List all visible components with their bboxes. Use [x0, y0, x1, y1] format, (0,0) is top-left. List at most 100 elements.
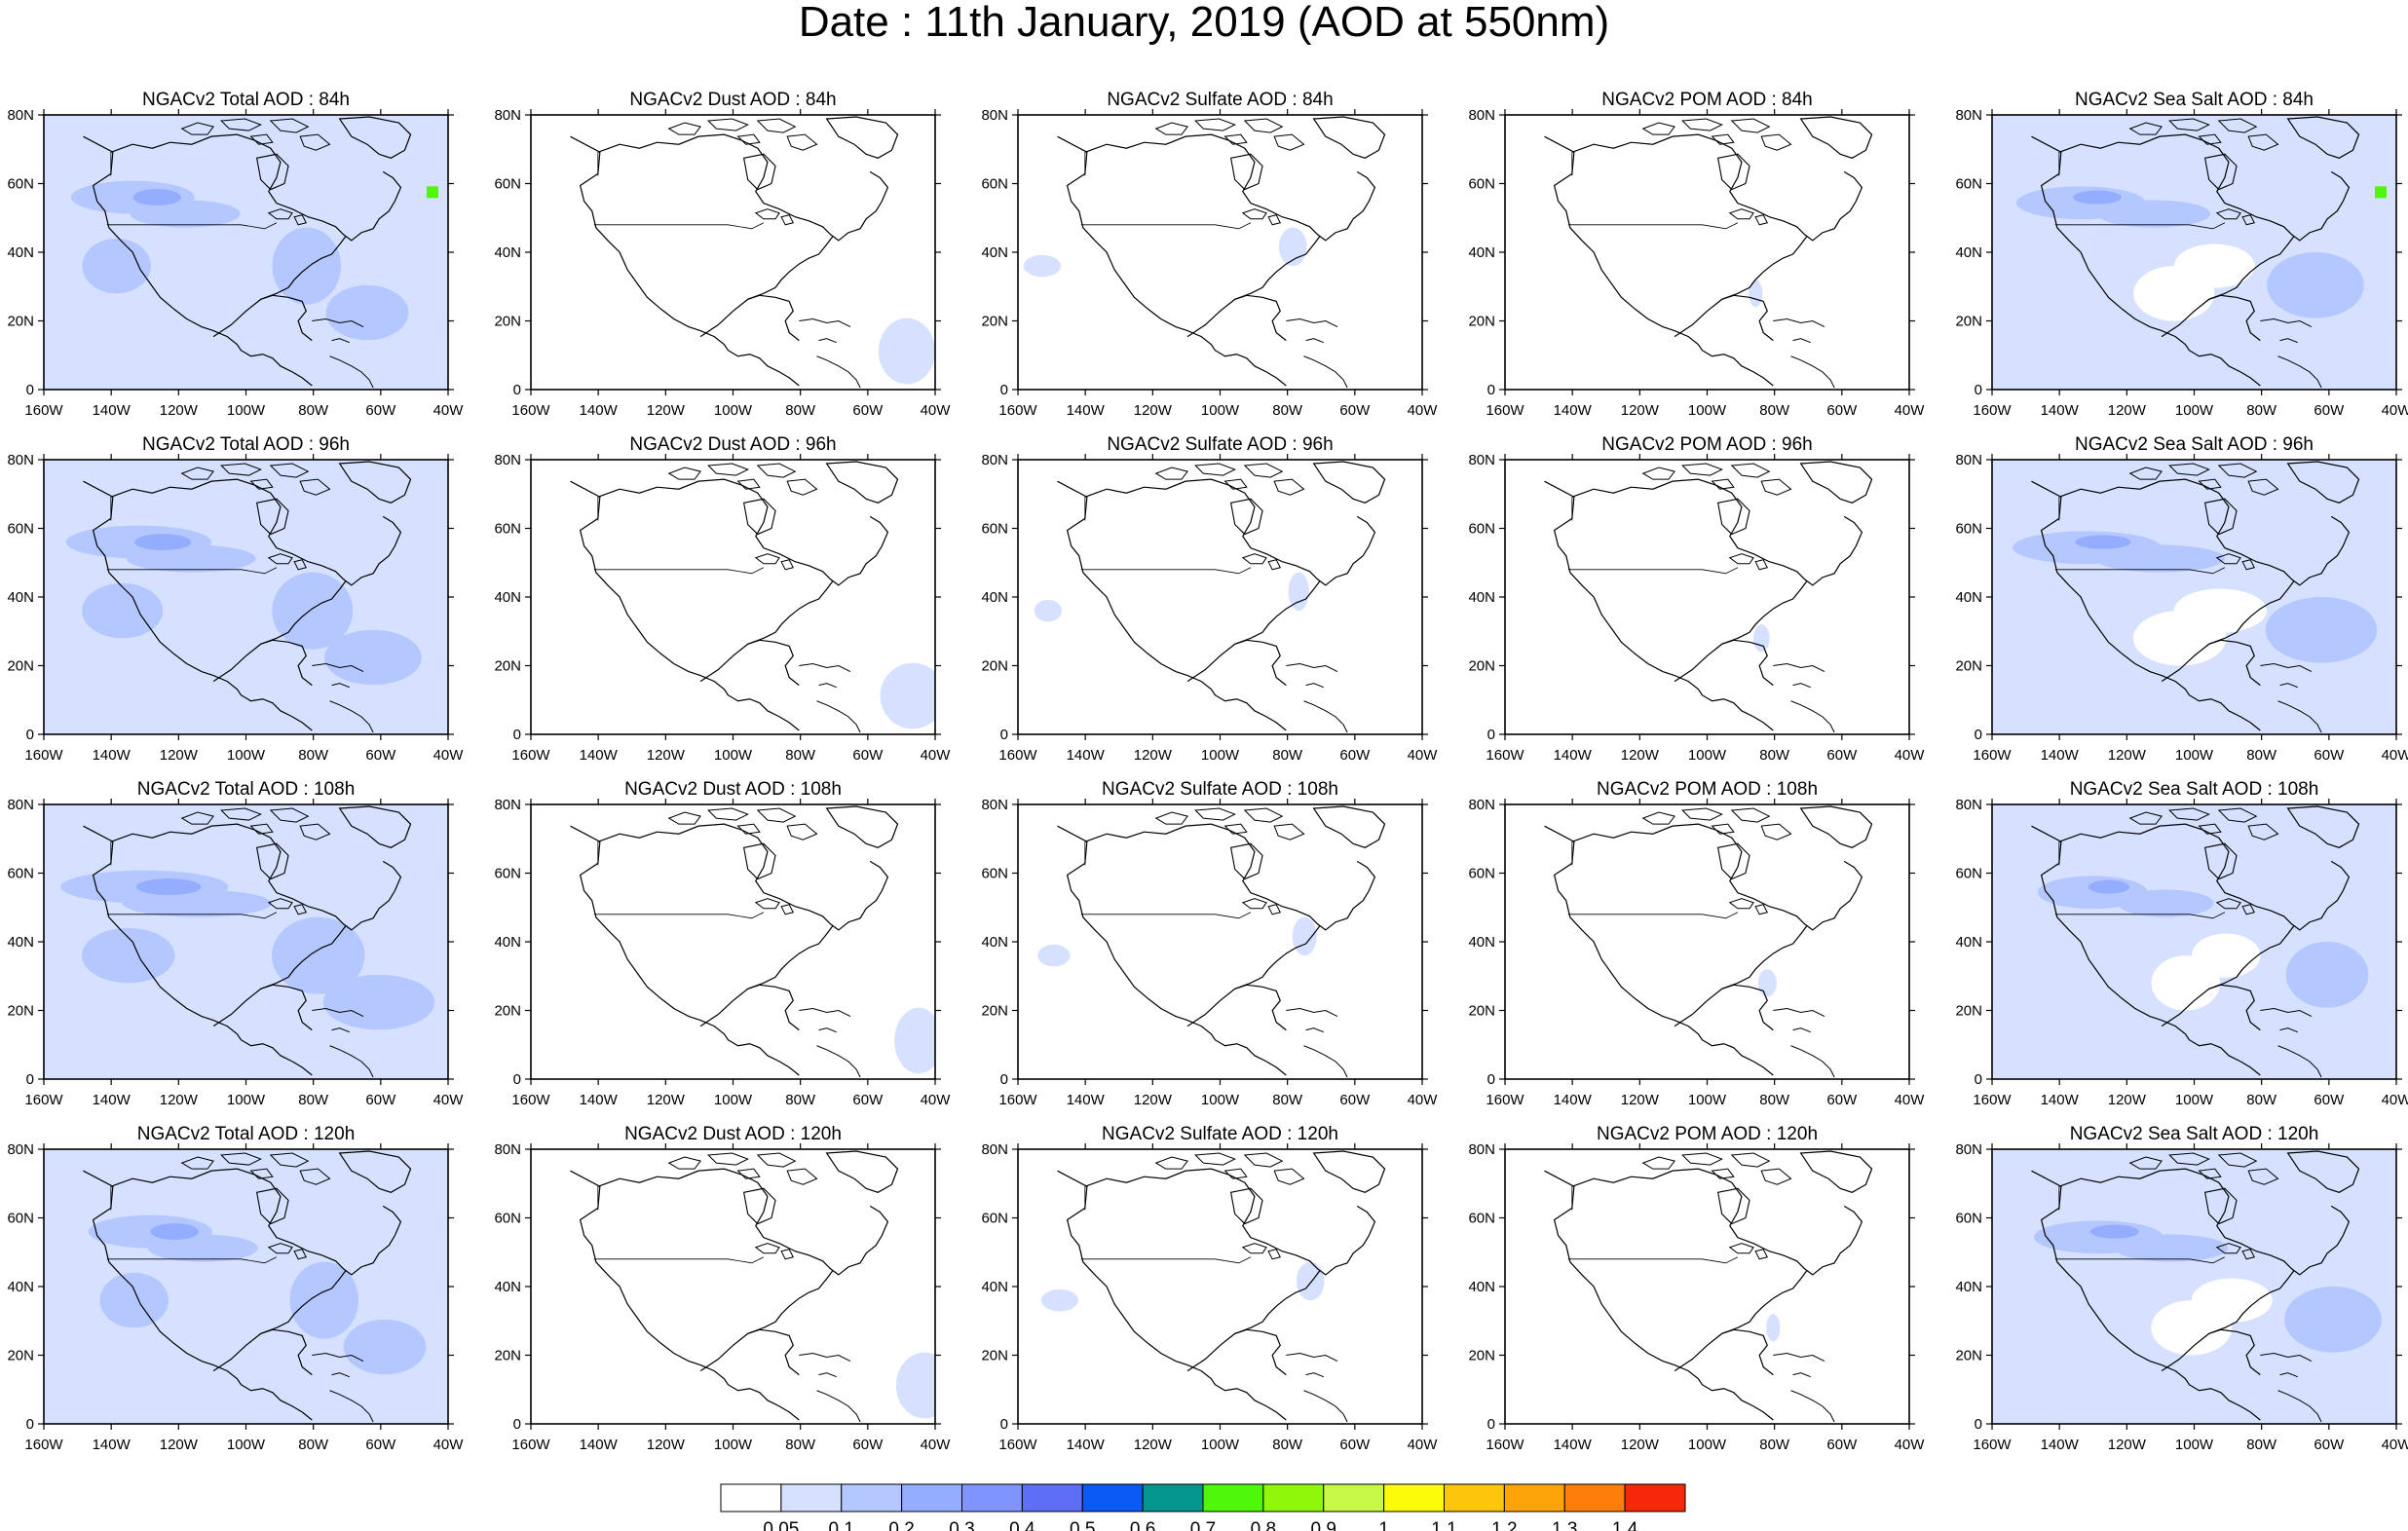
- x-tick-label: 80W: [298, 747, 329, 764]
- aod-shading: [1018, 804, 1422, 1079]
- y-tick-label: 80N: [1468, 107, 1495, 124]
- aod-shading: [531, 804, 935, 1079]
- map-panel-r4-c2: NGACv2 Dust AOD : 120h 160W 140W 120W 100W 80…: [494, 1124, 951, 1453]
- map-panel-r2-c4: NGACv2 POM AOD : 96h 160W 140W 120W 100W 80W 6…: [1468, 434, 1925, 764]
- x-tick-label: 160W: [511, 402, 550, 419]
- y-tick-label: 20N: [981, 314, 1008, 330]
- y-tick-label: 60N: [7, 866, 34, 882]
- colorbar-label: 1.4: [1612, 1519, 1638, 1531]
- y-tick-label: 40N: [1468, 934, 1495, 951]
- y-tick-label: 60N: [1468, 866, 1495, 882]
- y-tick-label: 0: [1487, 1071, 1495, 1088]
- colorbar-cell: [1624, 1483, 1686, 1512]
- x-tick-label: 140W: [2041, 747, 2080, 764]
- map-panel-r4-c1: NGACv2 Total AOD : 120h 160W 140W 120W 100W 8…: [7, 1124, 464, 1453]
- x-tick-label: 60W: [365, 402, 396, 419]
- y-tick-label: 20N: [1955, 314, 1982, 330]
- colorbar-label: 0.2: [888, 1519, 914, 1531]
- colorbar-label: 1.3: [1552, 1519, 1577, 1531]
- x-tick-label: 120W: [1621, 402, 1660, 419]
- x-tick-label: 100W: [227, 402, 266, 419]
- panel-title: NGACv2 Sea Salt AOD : 84h: [2075, 90, 2314, 110]
- x-tick-label: 140W: [1554, 1092, 1593, 1108]
- x-tick-label: 140W: [93, 402, 132, 419]
- y-tick-label: 40N: [7, 934, 34, 951]
- map-panel-r2-c5: NGACv2 Sea Salt AOD : 96h 160W 140W 120W 100…: [1955, 434, 2408, 764]
- y-tick-label: 80N: [1468, 797, 1495, 813]
- y-tick-label: 20N: [494, 314, 521, 330]
- x-tick-label: 60W: [1339, 747, 1371, 764]
- map-panel-r3-c2: NGACv2 Dust AOD : 108h 160W 140W 120W 100W 80…: [494, 779, 951, 1108]
- x-tick-label: 160W: [511, 1437, 550, 1453]
- colorbar-cell: [1444, 1483, 1505, 1512]
- colorbar-label: 0.4: [1009, 1519, 1035, 1531]
- y-tick-label: 60N: [494, 866, 521, 882]
- y-tick-label: 40N: [981, 244, 1008, 261]
- x-tick-label: 40W: [433, 402, 465, 419]
- aod-shading: [531, 1149, 935, 1424]
- y-tick-label: 40N: [7, 244, 34, 261]
- x-tick-label: 160W: [1973, 402, 2012, 419]
- x-tick-label: 60W: [1339, 1437, 1371, 1453]
- x-tick-label: 100W: [714, 1437, 753, 1453]
- y-tick-label: 20N: [7, 1348, 34, 1364]
- colorbar-cell: [780, 1483, 843, 1512]
- y-tick-label: 40N: [981, 589, 1008, 606]
- y-tick-label: 60N: [981, 176, 1008, 193]
- x-tick-label: 80W: [298, 402, 329, 419]
- y-tick-label: 80N: [1955, 452, 1982, 468]
- y-tick-label: 60N: [1955, 1211, 1982, 1227]
- y-tick-label: 60N: [7, 176, 34, 193]
- main-title: Date : 11th January, 2019 (AOD at 550nm): [798, 0, 1610, 46]
- panel-title: NGACv2 POM AOD : 108h: [1597, 779, 1818, 800]
- x-tick-label: 40W: [1895, 402, 1926, 419]
- map-panel-r1-c4: NGACv2 POM AOD : 84h 160W 140W 120W 100W 80W 6…: [1468, 90, 1925, 419]
- x-tick-label: 80W: [1272, 1437, 1303, 1453]
- panel-title: NGACv2 Sulfate AOD : 96h: [1107, 434, 1333, 455]
- colorbar-cell: [1262, 1483, 1325, 1512]
- x-tick-label: 80W: [785, 1437, 816, 1453]
- aod-shading: [44, 115, 448, 390]
- y-tick-label: 20N: [7, 658, 34, 675]
- x-tick-label: 60W: [365, 1437, 396, 1453]
- y-tick-label: 20N: [494, 658, 521, 675]
- x-tick-label: 80W: [1759, 402, 1790, 419]
- x-tick-label: 120W: [1134, 747, 1173, 764]
- x-tick-label: 140W: [580, 747, 619, 764]
- map-panel-r1-c1: NGACv2 Total AOD : 84h 160W 140W 120W 100W 80…: [7, 90, 464, 419]
- x-tick-label: 160W: [1973, 747, 2012, 764]
- x-tick-label: 40W: [1408, 747, 1439, 764]
- colorbar-cell: [1383, 1483, 1445, 1512]
- colorbar-cell: [1202, 1483, 1264, 1512]
- x-tick-label: 60W: [852, 402, 884, 419]
- x-tick-label: 160W: [24, 747, 63, 764]
- x-tick-label: 160W: [998, 747, 1037, 764]
- y-tick-label: 20N: [494, 1003, 521, 1020]
- aod-shading: [1018, 115, 1422, 390]
- aod-shading: [531, 460, 935, 734]
- x-tick-label: 100W: [714, 1092, 753, 1108]
- x-tick-label: 140W: [580, 1092, 619, 1108]
- y-tick-label: 40N: [1468, 1279, 1495, 1295]
- x-tick-label: 40W: [1895, 747, 1926, 764]
- x-tick-label: 120W: [2108, 402, 2147, 419]
- x-tick-label: 160W: [1486, 402, 1524, 419]
- x-tick-label: 40W: [921, 747, 952, 764]
- x-tick-label: 100W: [1688, 747, 1727, 764]
- y-tick-label: 60N: [7, 1211, 34, 1227]
- colorbar-cell: [1563, 1483, 1626, 1512]
- x-tick-label: 160W: [998, 1437, 1037, 1453]
- y-tick-label: 60N: [494, 176, 521, 193]
- y-tick-label: 40N: [494, 1279, 521, 1295]
- x-tick-label: 160W: [511, 747, 550, 764]
- y-tick-label: 0: [1975, 1416, 1982, 1433]
- aod-shading: [44, 804, 448, 1079]
- x-tick-label: 80W: [1272, 1092, 1303, 1108]
- x-tick-label: 40W: [433, 1092, 465, 1108]
- x-tick-label: 120W: [160, 1437, 199, 1453]
- map-panel-r3-c5: NGACv2 Sea Salt AOD : 108h 160W 140W 120W 10…: [1955, 779, 2408, 1108]
- y-tick-label: 0: [1487, 1416, 1495, 1433]
- x-tick-label: 60W: [2314, 1092, 2345, 1108]
- panel-title: NGACv2 Dust AOD : 120h: [624, 1124, 842, 1144]
- y-tick-label: 40N: [494, 934, 521, 951]
